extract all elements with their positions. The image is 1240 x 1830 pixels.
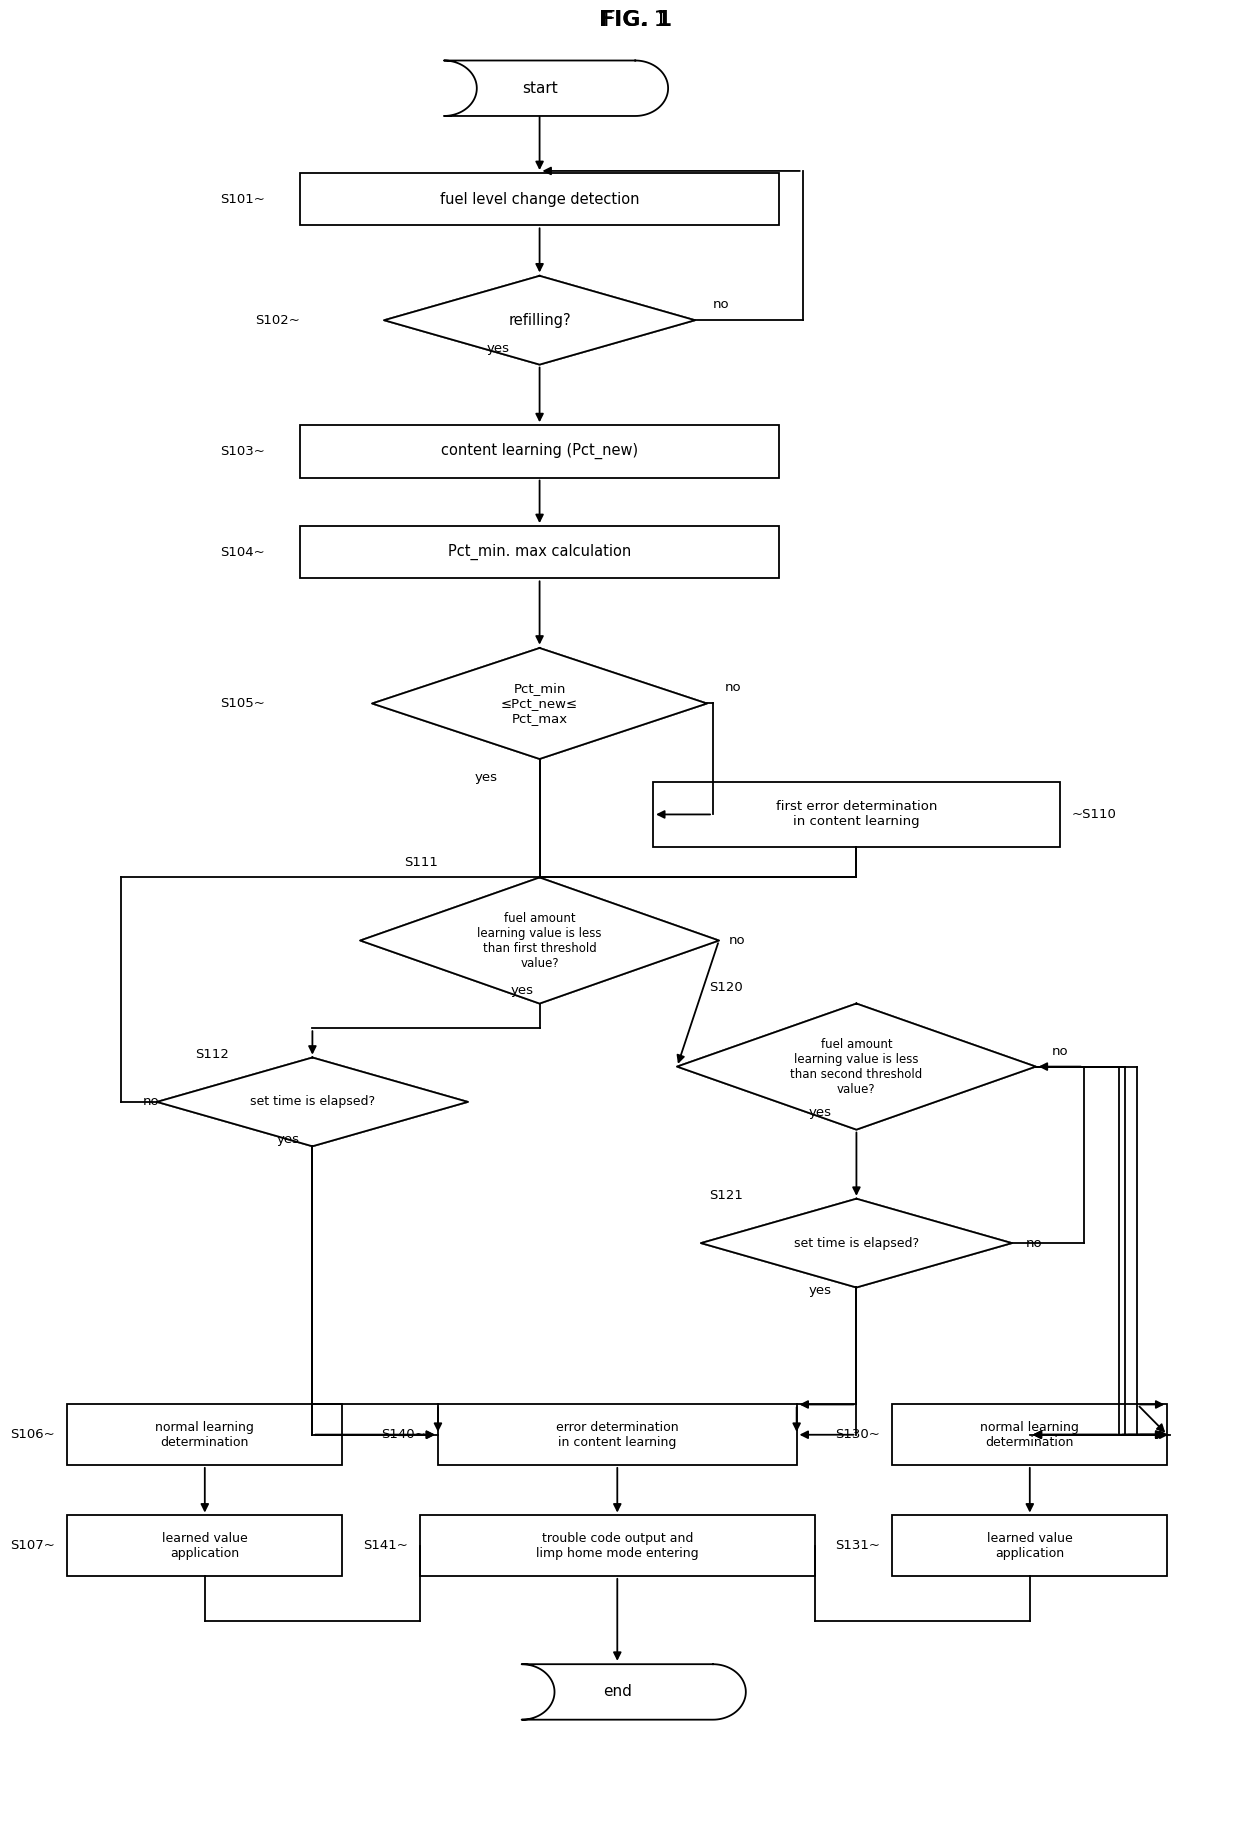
Text: S131~: S131~ bbox=[836, 1539, 880, 1552]
Bar bbox=[438, 1404, 796, 1466]
Bar bbox=[67, 1515, 342, 1576]
Polygon shape bbox=[701, 1199, 1012, 1288]
Text: yes: yes bbox=[510, 985, 533, 997]
Text: yes: yes bbox=[486, 342, 510, 355]
Text: S120: S120 bbox=[709, 981, 743, 994]
Text: error determination
in content learning: error determination in content learning bbox=[556, 1420, 678, 1449]
Text: set time is elapsed?: set time is elapsed? bbox=[794, 1237, 919, 1250]
Text: normal learning
determination: normal learning determination bbox=[981, 1420, 1079, 1449]
Text: no: no bbox=[1052, 1045, 1068, 1058]
Text: S101~: S101~ bbox=[219, 192, 264, 205]
Bar bbox=[653, 781, 1060, 847]
Polygon shape bbox=[384, 276, 694, 364]
Text: yes: yes bbox=[808, 1107, 832, 1120]
Text: fuel level change detection: fuel level change detection bbox=[440, 192, 640, 207]
Text: learned value
application: learned value application bbox=[162, 1532, 248, 1559]
Bar bbox=[893, 1404, 1167, 1466]
Text: no: no bbox=[143, 1096, 159, 1109]
Text: no: no bbox=[725, 681, 742, 694]
Text: trouble code output and
limp home mode entering: trouble code output and limp home mode e… bbox=[536, 1532, 698, 1559]
Text: S130~: S130~ bbox=[836, 1427, 880, 1442]
Text: S106~: S106~ bbox=[11, 1427, 56, 1442]
Text: no: no bbox=[713, 298, 729, 311]
Text: yes: yes bbox=[808, 1285, 832, 1297]
Text: yes: yes bbox=[474, 770, 497, 783]
Text: S121: S121 bbox=[709, 1190, 743, 1202]
Polygon shape bbox=[157, 1058, 467, 1146]
Text: S111: S111 bbox=[404, 856, 438, 869]
Text: Pct_min
≤Pct_new≤
Pct_max: Pct_min ≤Pct_new≤ Pct_max bbox=[501, 683, 578, 725]
Text: normal learning
determination: normal learning determination bbox=[155, 1420, 254, 1449]
Text: content learning (Pct_new): content learning (Pct_new) bbox=[441, 443, 639, 459]
Bar bbox=[420, 1515, 815, 1576]
Text: S104~: S104~ bbox=[219, 545, 264, 558]
Text: refilling?: refilling? bbox=[508, 313, 570, 328]
Text: fuel amount
learning value is less
than second threshold
value?: fuel amount learning value is less than … bbox=[790, 1038, 923, 1096]
Bar bbox=[300, 525, 779, 578]
Text: start: start bbox=[522, 81, 558, 95]
Text: FIG. 1: FIG. 1 bbox=[603, 9, 667, 29]
Polygon shape bbox=[677, 1003, 1035, 1129]
Text: S105~: S105~ bbox=[219, 697, 264, 710]
Text: S141~: S141~ bbox=[363, 1539, 408, 1552]
Text: set time is elapsed?: set time is elapsed? bbox=[249, 1096, 374, 1109]
Text: learned value
application: learned value application bbox=[987, 1532, 1073, 1559]
Text: FIG. 1: FIG. 1 bbox=[599, 9, 672, 29]
Text: first error determination
in content learning: first error determination in content lea… bbox=[776, 800, 937, 829]
Polygon shape bbox=[372, 648, 707, 759]
Text: S107~: S107~ bbox=[10, 1539, 56, 1552]
Text: Pct_min. max calculation: Pct_min. max calculation bbox=[448, 544, 631, 560]
Text: fuel amount
learning value is less
than first threshold
value?: fuel amount learning value is less than … bbox=[477, 911, 601, 970]
Text: S112: S112 bbox=[195, 1049, 228, 1061]
Bar bbox=[300, 425, 779, 478]
Text: yes: yes bbox=[277, 1133, 300, 1146]
Text: no: no bbox=[728, 933, 745, 946]
Text: end: end bbox=[603, 1684, 631, 1700]
Bar bbox=[67, 1404, 342, 1466]
Polygon shape bbox=[361, 877, 719, 1003]
Bar bbox=[893, 1515, 1167, 1576]
Text: S103~: S103~ bbox=[219, 445, 264, 458]
Text: S140~: S140~ bbox=[381, 1427, 427, 1442]
Bar bbox=[300, 174, 779, 225]
Text: ~S110: ~S110 bbox=[1071, 807, 1116, 822]
Text: S102~: S102~ bbox=[255, 313, 300, 328]
Text: no: no bbox=[1027, 1237, 1043, 1250]
